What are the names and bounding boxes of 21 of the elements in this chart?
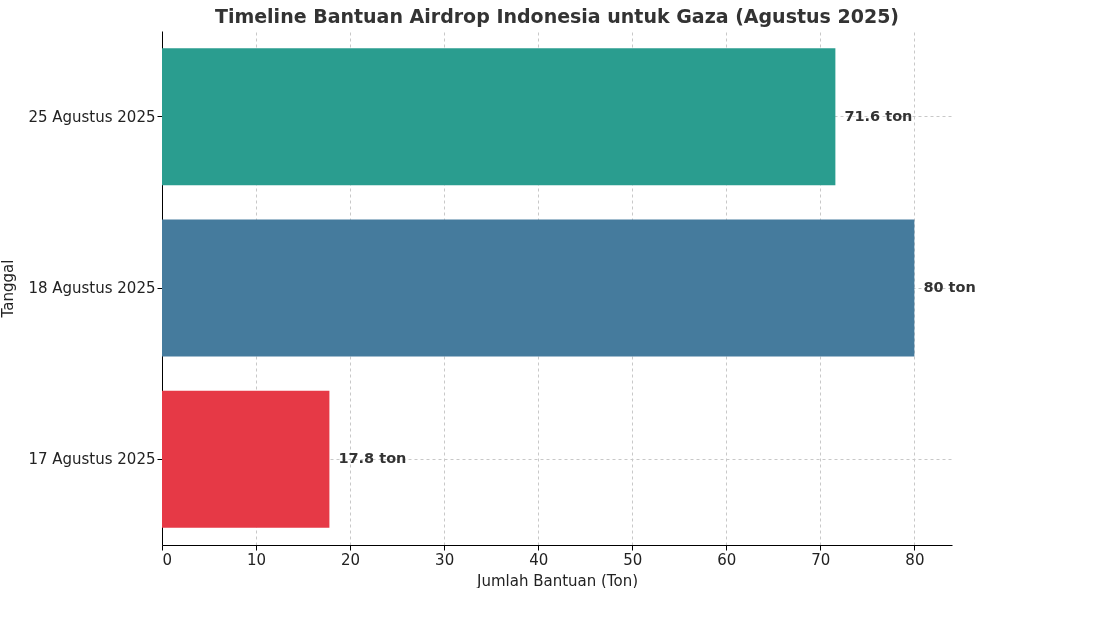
y-tick-label: 18 Agustus 2025 bbox=[28, 279, 156, 297]
x-tick-label: 80 bbox=[905, 550, 925, 569]
bar bbox=[162, 219, 915, 357]
x-tick-label: 50 bbox=[623, 550, 643, 569]
x-tick-label: 70 bbox=[811, 550, 831, 569]
data-label: 71.6 ton bbox=[844, 107, 913, 124]
x-tick-label: 0 bbox=[162, 550, 173, 569]
data-label: 80 ton bbox=[923, 279, 976, 295]
y-tick-label: 17 Agustus 2025 bbox=[28, 450, 156, 469]
x-tick-label: 40 bbox=[529, 550, 549, 569]
bar bbox=[162, 48, 836, 186]
chart-title: Timeline Bantuan Airdrop Indonesia untuk Gaza (Agustus 2025) bbox=[214, 5, 900, 27]
x-tick-label: 10 bbox=[247, 550, 267, 569]
x-tick-label: 30 bbox=[435, 550, 455, 569]
y-tick-label: 25 Agustus 2025 bbox=[28, 107, 156, 126]
data-label: 17.8 ton bbox=[338, 450, 407, 467]
y-axis-title: Tanggal bbox=[0, 259, 18, 319]
bar bbox=[162, 390, 330, 528]
x-tick-label: 60 bbox=[717, 550, 737, 569]
x-axis-title: Jumlah Bantuan (Ton) bbox=[475, 571, 639, 590]
x-tick-label: 20 bbox=[341, 550, 361, 569]
